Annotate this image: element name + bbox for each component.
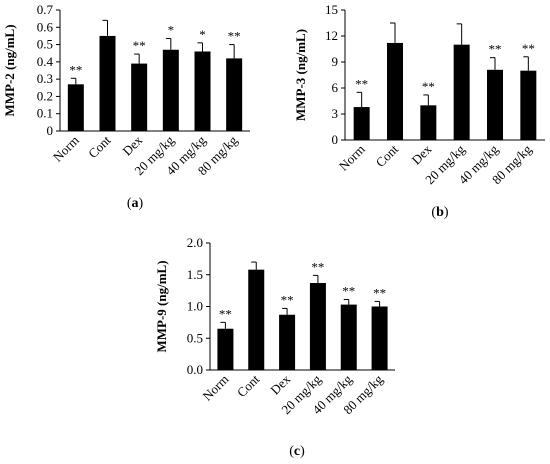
bar [371,306,388,370]
significance-marker: ** [133,38,146,53]
bar [453,44,470,140]
y-axis-label: MMP-3 (ng/mL) [293,29,308,121]
significance-marker: ** [342,284,355,299]
bar [520,70,537,140]
x-tick-label: Norm [199,372,231,404]
bar [162,49,179,131]
significance-marker: ** [228,29,241,44]
y-axis-label: MMP-2 (ng/mL) [2,24,17,116]
x-tick-label: Dex [267,371,293,397]
x-tick-label: Cont [85,132,114,161]
y-tick-label: 0.2 [37,88,53,103]
y-tick-label: 0.7 [37,2,54,17]
x-tick-label: Cont [373,141,402,170]
y-tick-label: 0.5 [37,37,53,52]
y-tick-label: 0.0 [187,362,203,377]
panel-caption: (b) [431,205,448,220]
bar [248,269,265,370]
x-tick-label: Norm [50,133,82,165]
y-tick-label: 0 [47,123,54,138]
bar [309,283,326,370]
y-tick-label: 0.6 [37,19,54,34]
significance-marker: * [199,27,206,42]
bar [487,69,503,140]
significance-marker: ** [69,62,82,77]
significance-marker: ** [373,285,386,300]
x-tick-label: Dex [119,132,145,158]
y-tick-label: 0.5 [187,330,203,345]
bar [67,84,84,131]
significance-marker: ** [219,306,232,321]
x-tick-label: Norm [336,142,368,174]
bar [217,328,234,370]
bar [131,63,148,132]
significance-marker: ** [522,41,535,56]
significance-marker: ** [489,42,502,57]
y-tick-label: 3 [332,106,339,121]
bar [99,35,116,131]
significance-marker: * [168,23,175,38]
panel-caption: (c) [289,444,305,459]
significance-marker: ** [355,76,368,91]
significance-marker: ** [281,292,294,307]
bar [340,304,357,370]
y-tick-label: 0.3 [37,71,53,86]
bar [279,314,296,370]
panel-caption: (a) [127,196,144,211]
chart-panel-c: 0.0 0.5 1.0 1.5 2.0 MMP-9 (ng/mL) ** Norm Cont **… [154,235,395,459]
significance-marker: ** [422,79,435,94]
y-tick-label: 1.5 [187,267,203,282]
y-tick-label: 2.0 [187,235,203,250]
bar [194,51,211,131]
y-tick-label: 15 [325,2,338,17]
y-tick-label: 1.0 [187,299,203,314]
y-tick-label: 0.1 [37,106,53,121]
y-tick-label: 9 [332,54,339,69]
bar [420,105,437,140]
y-tick-label: 6 [332,80,339,95]
bar [226,58,243,131]
bar [353,107,370,140]
y-tick-label: 12 [325,28,338,43]
significance-marker: ** [311,259,324,274]
x-tick-label: Cont [234,371,263,400]
y-tick-label: 0 [332,132,339,147]
bar [387,42,403,140]
x-tick-label: Dex [409,141,435,167]
y-axis-label: MMP-9 (ng/mL) [154,260,169,352]
y-tick-label: 0.4 [37,54,54,69]
